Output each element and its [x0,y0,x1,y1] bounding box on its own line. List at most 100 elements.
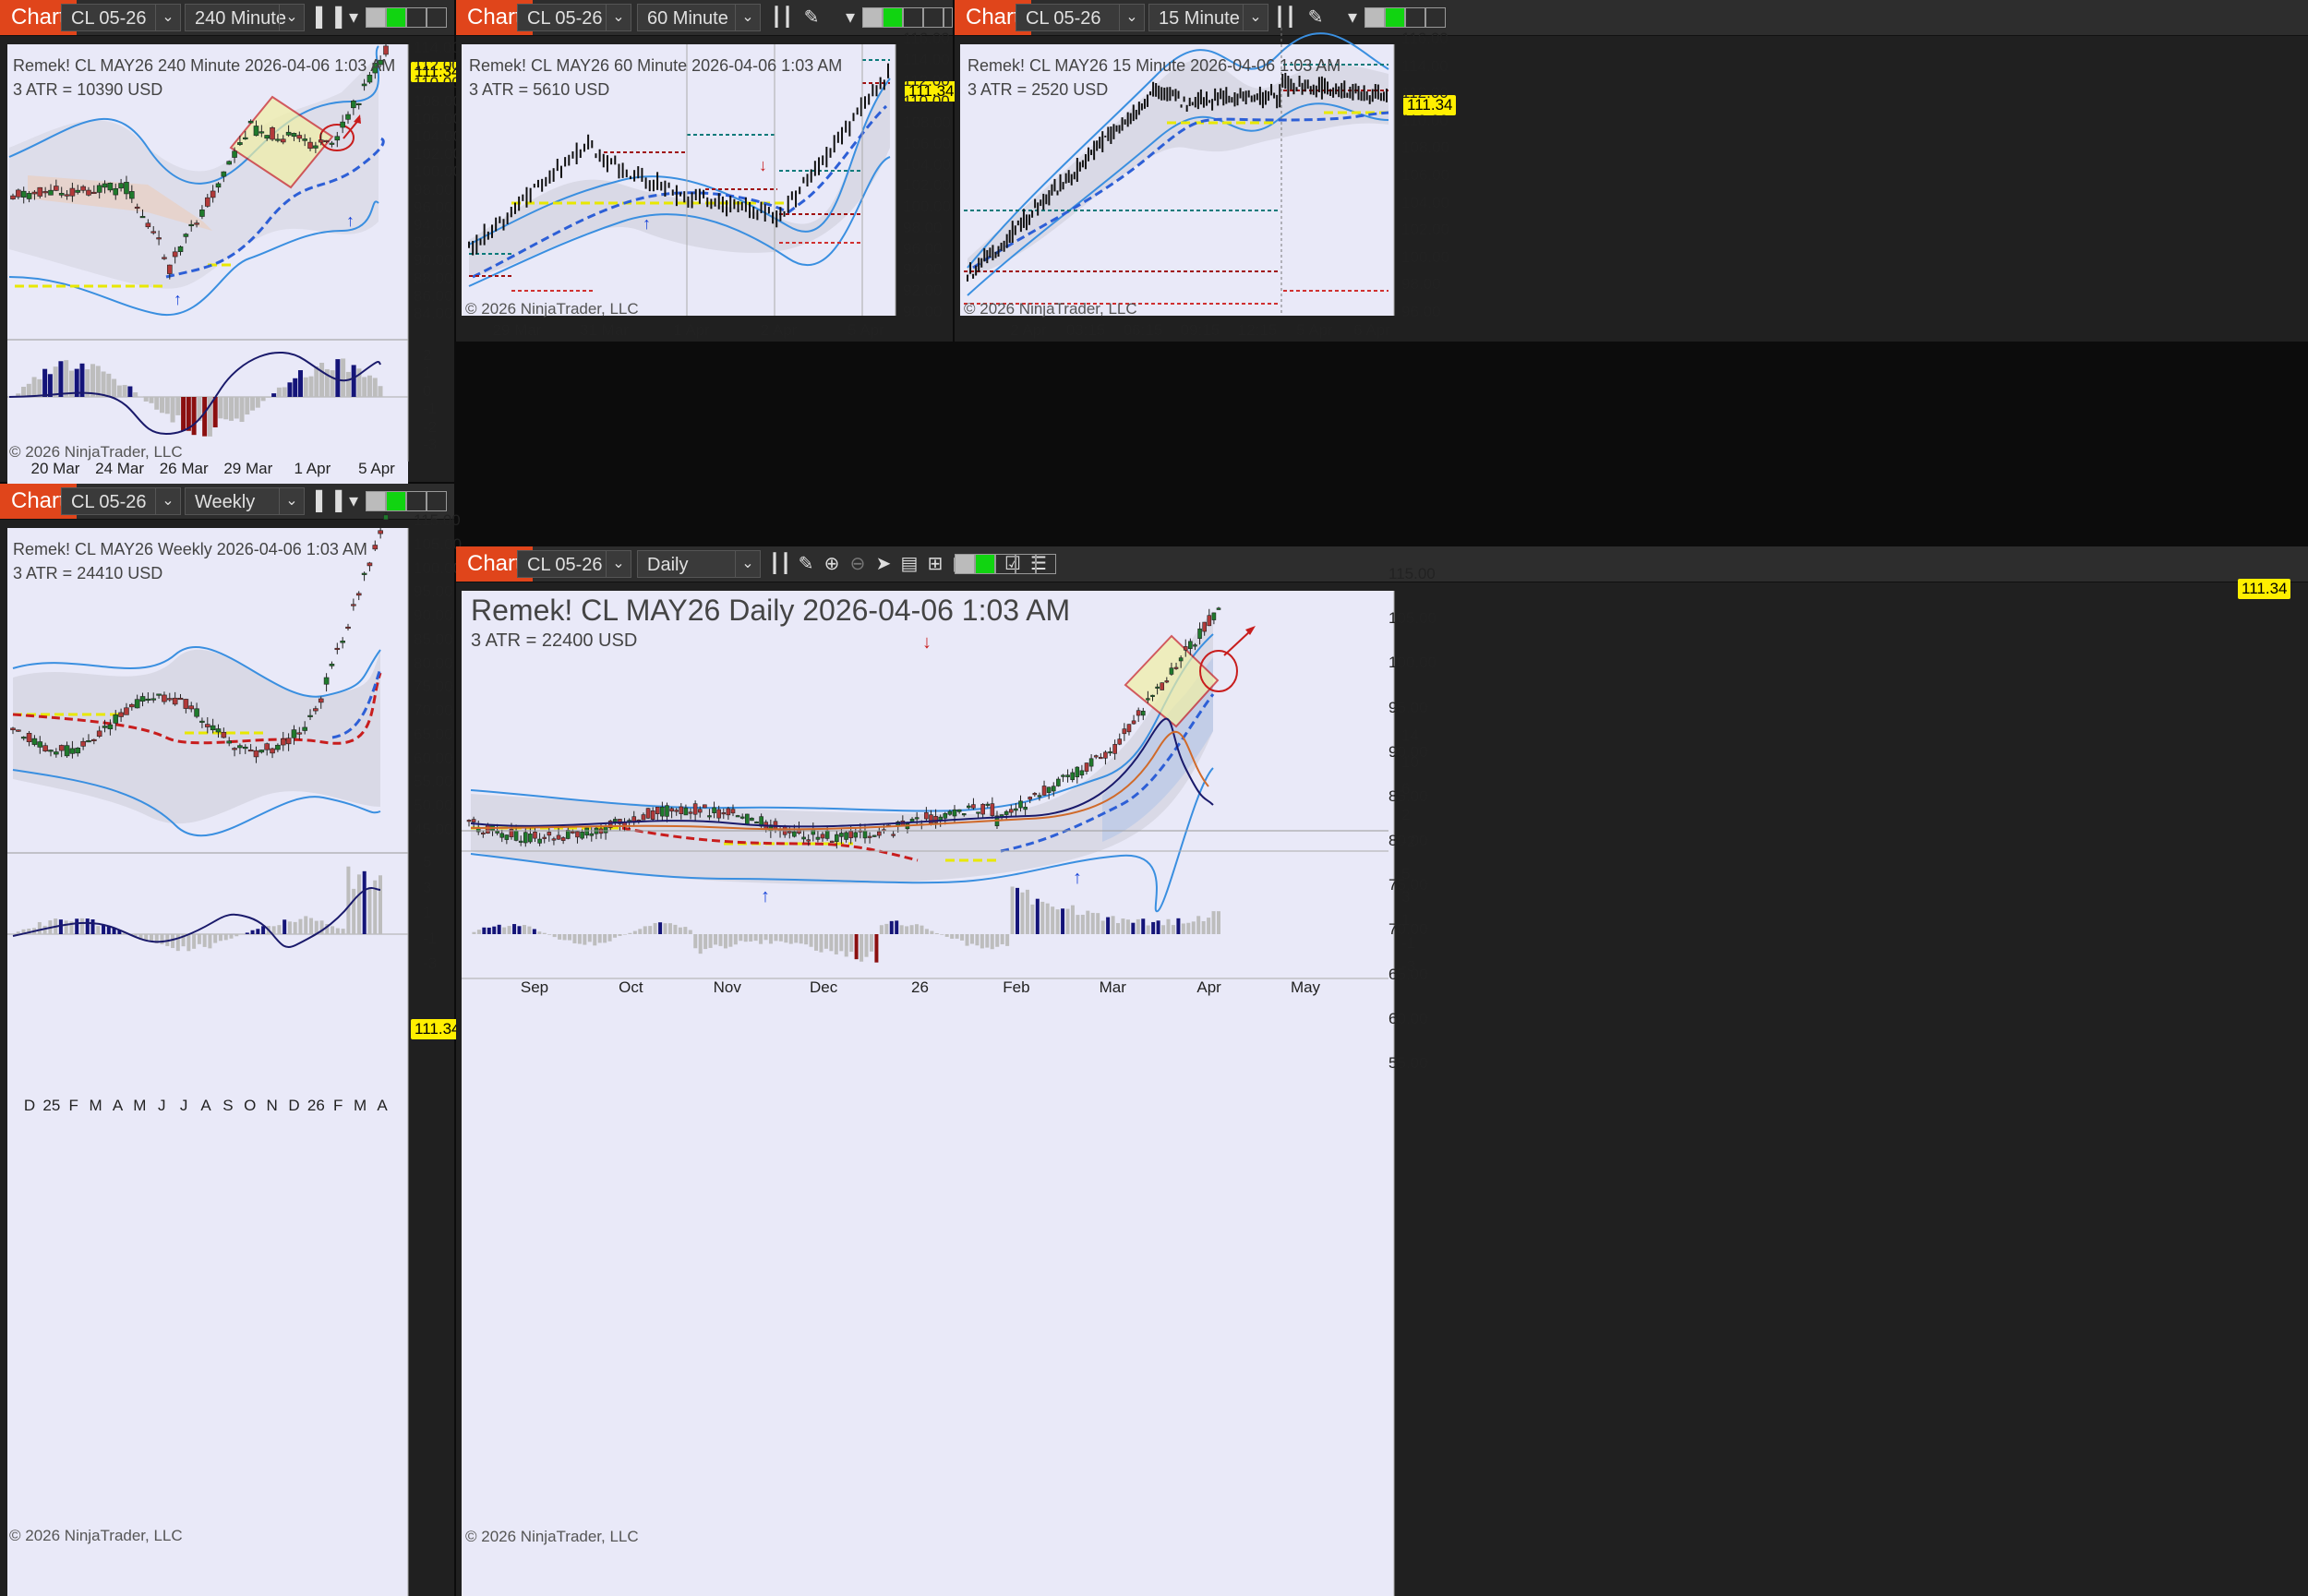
histogram-bar [733,934,738,945]
gray-toggle-button[interactable] [862,7,883,28]
dropdown-arrow-icon[interactable]: ▾ [1347,7,1358,28]
green-toggle-button[interactable] [386,491,406,511]
interval-selector[interactable]: Daily ⌄ [637,550,761,578]
instrument-selector[interactable]: CL 05-26 ⌄ [61,4,181,31]
histogram-bar [304,916,308,934]
candle [980,803,985,815]
histogram-bar [658,922,663,934]
gray-toggle-button[interactable] [366,491,386,511]
green-toggle-button[interactable] [975,554,995,574]
x-tick-label: 5 Apr [1296,321,1333,339]
indicators-icon[interactable]: ⊞ [927,554,944,574]
drawing-tool-icon[interactable]: ✎ [1307,7,1324,28]
interval-selector[interactable]: 60 Minute ⌄ [637,4,761,31]
histogram-bar [1051,906,1055,934]
instrument-selector[interactable]: CL 05-26 ⌄ [517,550,631,578]
maximize-button[interactable] [923,7,944,28]
bar-style-icon[interactable]: ▌▐ [316,7,343,28]
dropdown-arrow-icon[interactable]: ▾ [845,7,856,28]
bar-style-icon[interactable]: ┃┃ [770,7,794,28]
bar-style-icon[interactable]: ┃┃ [1273,7,1297,28]
properties-icon[interactable]: ☑ [1004,554,1021,574]
dropdown-arrow-icon[interactable]: ⌄ [735,5,760,30]
maximize-button[interactable] [1425,7,1446,28]
dropdown-arrow-icon[interactable]: ⌄ [155,488,180,514]
dropdown-arrow-icon[interactable]: ⌄ [279,5,304,30]
histogram-bar [212,397,218,427]
histogram-bar [714,934,718,945]
minimize-button[interactable] [406,7,427,28]
histogram-bar [799,934,803,944]
drawing-tool-icon[interactable]: ✎ [803,7,820,28]
histogram-bar [567,934,571,941]
histogram-bar [593,934,597,946]
candle [64,745,70,757]
maximize-button[interactable] [427,7,447,28]
histogram-bar [895,920,899,934]
green-toggle-button[interactable] [1385,7,1405,28]
bar-style-icon[interactable]: ┃┃ [768,554,792,574]
dropdown-arrow-icon[interactable]: ⌄ [735,551,760,577]
interval-selector[interactable]: Weekly ⌄ [185,487,305,515]
zoom-out-icon[interactable]: ⊖ [849,554,866,574]
dropdown-arrow-icon[interactable]: ⌄ [606,551,631,577]
maximize-button[interactable] [427,491,447,511]
gray-toggle-button[interactable] [955,554,975,574]
green-toggle-button[interactable] [386,7,406,28]
histogram-bar [303,377,308,397]
dropdown-arrow-icon[interactable]: ⌄ [155,5,180,30]
dropdown-arrow-icon[interactable]: ⌄ [1119,5,1144,30]
histogram-bar [889,920,894,934]
instrument-selector[interactable]: CL 05-26 ⌄ [517,4,631,31]
dropdown-arrow-icon[interactable]: ⌄ [606,5,631,30]
close-button[interactable] [1036,554,1056,574]
bar-style-icon[interactable]: ▌▐ [316,491,343,511]
candle [367,562,373,567]
histogram-bar [823,934,828,949]
instrument-selector[interactable]: CL 05-26 ⌄ [61,487,181,515]
histogram-bar [955,934,959,939]
zoom-in-icon[interactable]: ⊕ [823,554,840,574]
interval-selector[interactable]: 15 Minute ⌄ [1148,4,1268,31]
green-toggle-button[interactable] [883,7,903,28]
candle [258,750,265,753]
candle [1041,786,1047,796]
y-tick-label: 1 [423,904,432,921]
y-tick-label: -1 [423,929,438,947]
minimize-button[interactable] [903,7,923,28]
copyright-label: © 2026 NinjaTrader, LLC [465,300,639,318]
gray-toggle-button[interactable] [1364,7,1385,28]
close-button[interactable] [944,7,953,28]
y-tick-label: 106.00 [903,134,951,152]
data-box-icon[interactable]: ▤ [900,554,919,574]
gray-toggle-button[interactable] [366,7,386,28]
histogram-bar [809,934,813,947]
histogram-bar [819,934,823,953]
histogram-bar [149,397,154,403]
x-tick-label: 29 Mar [223,460,273,477]
instrument-selector[interactable]: CL 05-26 ⌄ [1016,4,1145,31]
interval-selector[interactable]: 240 Minute ⌄ [185,4,305,31]
list-icon[interactable]: ☰ [1030,554,1047,574]
histogram-bar [362,377,367,397]
minimize-button[interactable] [406,491,427,511]
pointer-icon[interactable]: ➤ [875,554,892,574]
drawing-tool-icon[interactable]: ✎ [798,554,814,574]
candle [188,705,195,710]
histogram-bar [1035,898,1040,934]
histogram-bar [106,373,112,397]
candle [750,817,754,822]
candle [542,836,547,839]
minimize-button[interactable] [1405,7,1425,28]
histogram-bar [293,378,298,397]
histogram-bar [1207,918,1211,934]
candle [645,808,651,819]
histogram-bar [1055,909,1060,934]
dropdown-arrow-icon[interactable]: ⌄ [279,488,304,514]
minimize-button[interactable] [995,554,1016,574]
dropdown-arrow-icon[interactable]: ▾ [348,491,359,511]
dropdown-arrow-icon[interactable]: ⌄ [1243,5,1268,30]
y-tick-label: 100.00 [1388,654,1436,672]
dropdown-arrow-icon[interactable]: ▾ [348,7,359,28]
maximize-button[interactable] [1016,554,1036,574]
